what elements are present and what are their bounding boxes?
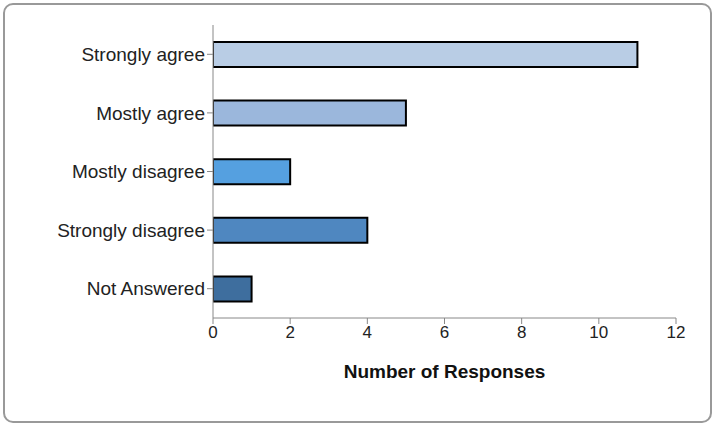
svg-text:Mostly disagree: Mostly disagree xyxy=(72,161,205,182)
svg-text:2: 2 xyxy=(285,323,294,342)
svg-text:Strongly disagree: Strongly disagree xyxy=(57,220,205,241)
svg-text:8: 8 xyxy=(517,323,526,342)
svg-text:Number of Responses: Number of Responses xyxy=(344,361,546,382)
svg-text:Not Answered: Not Answered xyxy=(87,278,205,299)
svg-text:12: 12 xyxy=(667,323,686,342)
svg-text:4: 4 xyxy=(363,323,372,342)
svg-text:10: 10 xyxy=(589,323,608,342)
svg-text:6: 6 xyxy=(440,323,449,342)
svg-text:0: 0 xyxy=(208,323,217,342)
svg-text:Strongly agree: Strongly agree xyxy=(81,44,205,65)
svg-text:Mostly agree: Mostly agree xyxy=(96,103,205,124)
